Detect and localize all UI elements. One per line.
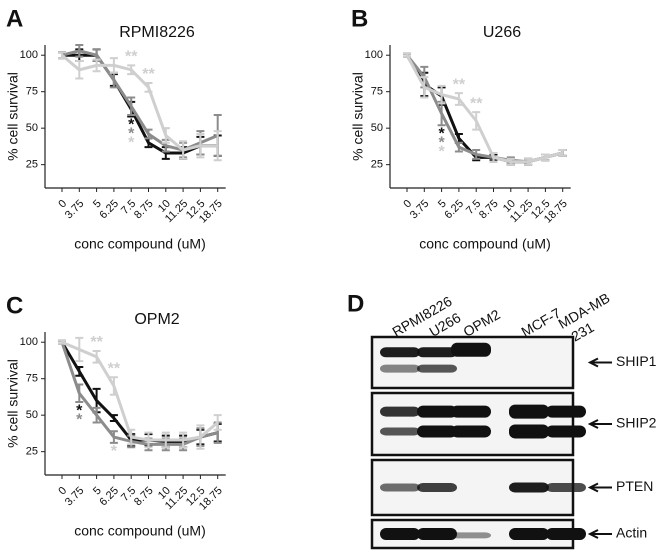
annotation: * [438, 134, 445, 151]
arrow [587, 419, 612, 429]
x-axis-label: conc compound (uM) [74, 236, 206, 252]
band [380, 483, 420, 492]
x-tick-label: 6.25 [97, 485, 121, 509]
series-line [61, 340, 219, 442]
annotation: * [128, 117, 135, 134]
x-tick-label: 8.75 [132, 485, 156, 509]
arrow [587, 357, 612, 368]
band [546, 405, 586, 418]
band [509, 404, 549, 419]
y-tick-label: 75 [371, 86, 383, 98]
y-tick-label: 25 [26, 446, 38, 458]
band [451, 532, 491, 539]
series-line [62, 53, 218, 155]
error-bar-line [213, 414, 222, 431]
y-tick-label: 100 [20, 336, 38, 348]
x-tick-label: 8.75 [132, 198, 156, 222]
annotation: ** [470, 95, 483, 112]
annotation: * [128, 135, 135, 152]
y-axis-label: % cell survival [350, 72, 366, 161]
band [417, 347, 457, 358]
y-axis-label: % cell survival [5, 359, 21, 448]
series-line [405, 54, 564, 164]
band [380, 528, 420, 540]
y-tick-label: 100 [20, 49, 38, 61]
panel-label: B [351, 5, 368, 32]
series-line [60, 341, 219, 446]
arrow [587, 482, 612, 493]
lane-label: OPM2 [460, 306, 503, 340]
chart-title: OPM2 [134, 311, 179, 328]
series-line [60, 341, 219, 443]
y-tick-label: 25 [26, 159, 38, 171]
band [509, 528, 549, 540]
error-bar-line [558, 149, 567, 157]
annotation: * [438, 125, 445, 142]
row-label: SHIP2 [616, 415, 657, 431]
band [546, 425, 586, 438]
band [509, 482, 549, 493]
row-label: SHIP1 [616, 353, 657, 369]
band [417, 425, 457, 438]
y-tick-label: 50 [26, 122, 38, 134]
x-tick-label: 6.25 [97, 198, 121, 222]
band [380, 364, 420, 373]
x-tick-label: 3.75 [63, 198, 87, 222]
y-tick-label: 50 [371, 122, 383, 134]
y-tick-label: 50 [26, 409, 38, 421]
annotation: ** [142, 66, 155, 83]
chart-title: U266 [483, 24, 521, 41]
band [451, 405, 491, 418]
panel-label: A [6, 5, 23, 32]
x-axis-label: conc compound (uM) [419, 236, 551, 252]
error-bar [558, 149, 567, 157]
x-tick-label: 3.75 [63, 485, 87, 509]
y-tick-label: 100 [365, 49, 383, 61]
annotation: * [111, 443, 118, 460]
x-axis-label: conc compound (uM) [74, 523, 206, 539]
x-tick-label: 8.75 [477, 198, 501, 222]
y-tick-label: 75 [26, 373, 38, 385]
row-label: Actin [616, 525, 647, 541]
arrow [587, 529, 612, 539]
band [451, 342, 491, 357]
series-line [405, 54, 564, 164]
chart-title: RPMI8226 [119, 24, 195, 41]
band [380, 406, 420, 417]
series-line [61, 54, 218, 152]
y-tick-label: 75 [26, 86, 38, 98]
x-tick-label: 6.25 [442, 198, 466, 222]
annotation: ** [125, 49, 138, 66]
panel-label: C [6, 292, 23, 319]
annotation: * [76, 411, 83, 428]
series-line [61, 49, 219, 152]
annotation: * [128, 126, 135, 143]
row-label: PTEN [616, 478, 653, 494]
band [509, 424, 549, 439]
band [417, 405, 457, 418]
annotation: ** [90, 334, 103, 351]
band [417, 528, 457, 540]
annotation: ** [453, 76, 466, 93]
y-tick-label: 25 [371, 159, 383, 171]
band [380, 427, 420, 436]
band [417, 483, 457, 492]
band [417, 364, 457, 373]
band [451, 425, 491, 438]
blot-strip [370, 391, 575, 457]
x-tick-label: 3.75 [408, 198, 432, 222]
annotation: ** [108, 360, 121, 377]
panel-label: D [347, 290, 364, 317]
annotation: * [438, 143, 445, 160]
band [546, 483, 586, 492]
band [546, 528, 586, 540]
series-line [405, 54, 564, 164]
annotation: * [76, 402, 83, 419]
y-axis-label: % cell survival [5, 72, 21, 161]
band [380, 347, 420, 358]
error-bar [213, 414, 222, 431]
